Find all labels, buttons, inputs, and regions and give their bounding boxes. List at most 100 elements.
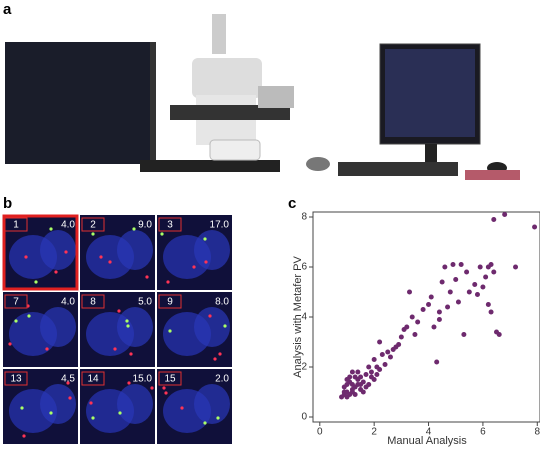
- equipment-photo: [5, 14, 520, 180]
- highlight-box: [2, 214, 79, 291]
- signal-spot: [162, 386, 166, 390]
- signal-spot: [117, 309, 121, 313]
- point: [420, 307, 426, 312]
- cell-number-box: [158, 371, 182, 386]
- signal-spot: [168, 329, 172, 333]
- point: [472, 282, 478, 287]
- point: [377, 367, 383, 372]
- point: [532, 224, 538, 230]
- point: [355, 369, 361, 375]
- point: [382, 362, 388, 367]
- signal-spot: [203, 237, 207, 241]
- signal-spot: [108, 260, 112, 264]
- point: [371, 357, 377, 362]
- point: [458, 262, 464, 267]
- nucleus: [40, 307, 76, 347]
- point: [363, 384, 369, 390]
- point: [455, 299, 461, 305]
- panel-label: b: [3, 195, 12, 212]
- point: [502, 212, 508, 217]
- nucleus: [194, 230, 230, 270]
- image-grid: 1 4.0 2 9.0 3 17.0 7 4.0 8 5.0 9 8.0 13 4.5 14 15.0 15 2.…: [2, 214, 232, 444]
- point: [488, 309, 494, 315]
- point: [491, 217, 497, 222]
- signal-spot: [49, 411, 53, 415]
- signal-spot: [180, 406, 184, 410]
- signal-spot: [45, 347, 49, 351]
- point: [358, 382, 364, 387]
- nucleus: [40, 230, 76, 270]
- point: [366, 364, 372, 370]
- signal-spot: [14, 319, 18, 323]
- point: [453, 277, 459, 282]
- cell-number-box: [81, 371, 105, 386]
- point: [436, 309, 442, 315]
- point: [488, 262, 494, 267]
- cell-number-box: [158, 294, 182, 309]
- point: [363, 372, 369, 377]
- point: [434, 359, 440, 365]
- cell-number: 7: [13, 297, 19, 308]
- cell-value: 4.0: [61, 220, 75, 231]
- x-tick-label: 6: [480, 427, 486, 438]
- point: [377, 339, 383, 345]
- cell-number: 13: [10, 374, 22, 385]
- cell-value: 9.0: [138, 220, 152, 231]
- point: [491, 269, 497, 275]
- point: [398, 334, 404, 340]
- signal-spot: [8, 342, 12, 346]
- cell-value: 5.0: [138, 297, 152, 308]
- signal-spot: [66, 381, 70, 385]
- point: [415, 319, 421, 325]
- cell-number: 3: [167, 220, 173, 231]
- y-tick-label: 8: [301, 212, 307, 223]
- nucleus: [194, 307, 230, 347]
- signal-spot: [204, 260, 208, 264]
- point: [431, 324, 437, 330]
- cell-number: 9: [167, 297, 173, 308]
- signal-spot: [132, 227, 136, 231]
- cell-value: 4.0: [61, 297, 75, 308]
- signal-spot: [49, 227, 53, 231]
- panel-label: c: [288, 195, 296, 212]
- signal-spot: [91, 232, 95, 236]
- signal-spot: [166, 280, 170, 284]
- cell-value: 15.0: [133, 374, 153, 385]
- cell-number-box: [81, 294, 105, 309]
- cell-number: 14: [87, 374, 99, 385]
- signal-spot: [208, 314, 212, 318]
- signal-spot: [150, 386, 154, 390]
- signal-spot: [223, 324, 227, 328]
- point: [436, 317, 442, 322]
- signal-spot: [126, 324, 130, 328]
- point: [385, 349, 391, 355]
- point: [485, 302, 491, 307]
- nucleus: [117, 230, 153, 270]
- cell-value: 2.0: [215, 374, 229, 385]
- y-axis-title: Analysis with Metafer PV: [292, 256, 304, 378]
- point: [368, 374, 374, 380]
- point: [428, 294, 434, 300]
- point: [352, 392, 358, 397]
- nucleus: [194, 384, 230, 424]
- signal-spot: [113, 347, 117, 351]
- signal-spot: [125, 319, 129, 323]
- nucleus: [40, 384, 76, 424]
- signal-spot: [54, 270, 58, 274]
- point: [439, 279, 445, 285]
- x-tick-label: 4: [426, 427, 432, 438]
- cell-number: 1: [13, 220, 19, 231]
- point: [483, 274, 489, 280]
- point: [349, 382, 355, 387]
- point: [390, 347, 396, 352]
- signal-spot: [89, 401, 93, 405]
- nucleus: [117, 307, 153, 347]
- point: [349, 369, 355, 375]
- y-tick-label: 0: [301, 412, 307, 423]
- point: [474, 292, 480, 297]
- point: [352, 374, 358, 380]
- nucleus: [117, 384, 153, 424]
- point: [464, 269, 470, 275]
- x-tick-label: 8: [535, 427, 540, 438]
